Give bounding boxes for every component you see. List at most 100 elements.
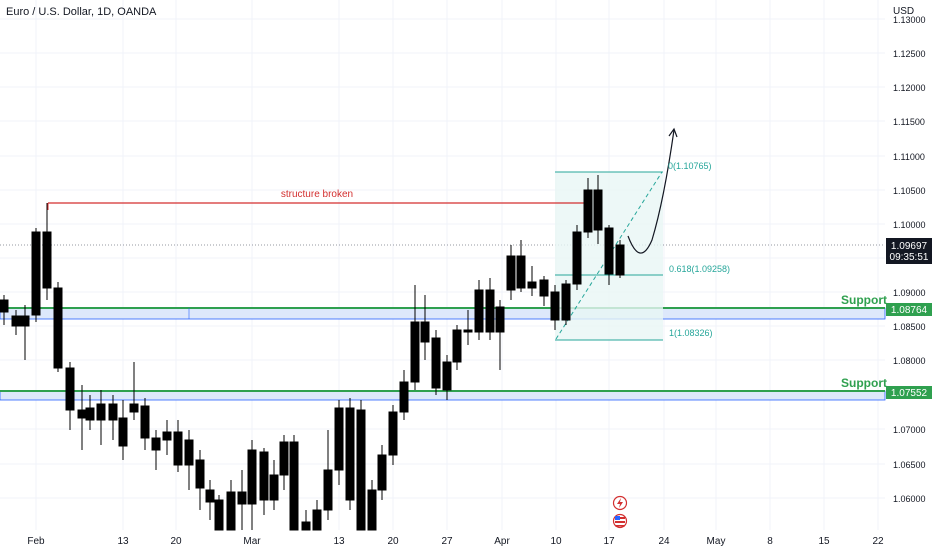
symbol-title[interactable]: Euro / U.S. Dollar, 1D, OANDA bbox=[6, 6, 157, 18]
price-tick: 1.06500 bbox=[893, 460, 926, 470]
candle-body[interactable] bbox=[301, 521, 311, 531]
projection-arrowhead bbox=[668, 127, 678, 138]
candle-body[interactable] bbox=[615, 244, 625, 276]
structure-broken-label: structure broken bbox=[281, 189, 353, 200]
candle-body[interactable] bbox=[377, 454, 387, 491]
fib-618-label: 0.618(1.09258) bbox=[669, 264, 730, 274]
price-tick: 1.13000 bbox=[893, 15, 926, 25]
candle-body[interactable] bbox=[96, 403, 106, 421]
candle-body[interactable] bbox=[399, 381, 409, 413]
candle-body[interactable] bbox=[516, 255, 526, 289]
currency-label: USD bbox=[893, 6, 915, 17]
candle-body[interactable] bbox=[506, 255, 516, 291]
candle-body[interactable] bbox=[572, 231, 582, 285]
price-tick: 1.12500 bbox=[893, 49, 926, 59]
candle-body[interactable] bbox=[463, 329, 473, 333]
fib-1-label: 1(1.08326) bbox=[669, 328, 713, 338]
candle-body[interactable] bbox=[162, 431, 172, 441]
candle-body[interactable] bbox=[312, 509, 322, 531]
candle-body[interactable] bbox=[539, 279, 549, 297]
time-tick: 15 bbox=[818, 536, 830, 547]
price-tick: 1.10500 bbox=[893, 186, 926, 196]
candle-body[interactable] bbox=[452, 329, 462, 363]
price-tick: 1.11500 bbox=[893, 117, 925, 127]
support-zone-upper[interactable] bbox=[0, 307, 886, 320]
candle-body[interactable] bbox=[269, 474, 279, 501]
time-tick: 13 bbox=[333, 536, 345, 547]
candle-body[interactable] bbox=[118, 417, 128, 447]
time-tick: 20 bbox=[387, 536, 399, 547]
candle-body[interactable] bbox=[11, 315, 21, 327]
candle-body[interactable] bbox=[356, 409, 366, 531]
time-tick: Feb bbox=[27, 536, 45, 547]
support-label-upper: Support bbox=[841, 293, 887, 307]
candle-body[interactable] bbox=[345, 407, 355, 501]
time-tick: 10 bbox=[550, 536, 562, 547]
support-price-badge-upper: 1.08764 bbox=[886, 303, 932, 316]
candle-body[interactable] bbox=[289, 441, 299, 531]
candle-body[interactable] bbox=[527, 281, 537, 289]
time-tick: 27 bbox=[441, 536, 453, 547]
candle-body[interactable] bbox=[247, 449, 257, 505]
candles bbox=[0, 175, 625, 531]
candle-body[interactable] bbox=[323, 469, 333, 511]
candle-body[interactable] bbox=[173, 431, 183, 466]
support-zone-lower[interactable] bbox=[0, 390, 886, 401]
candle-body[interactable] bbox=[561, 283, 571, 321]
candle-body[interactable] bbox=[550, 291, 560, 321]
candle-body[interactable] bbox=[77, 409, 87, 419]
candle-body[interactable] bbox=[42, 231, 52, 289]
price-tick: 1.10000 bbox=[893, 220, 926, 230]
candle-body[interactable] bbox=[129, 403, 139, 413]
price-tick: 1.06000 bbox=[893, 494, 926, 504]
price-tick: 1.08000 bbox=[893, 356, 926, 366]
candle-body[interactable] bbox=[485, 289, 495, 333]
time-tick: Mar bbox=[243, 536, 261, 547]
candle-body[interactable] bbox=[431, 337, 441, 389]
candle-body[interactable] bbox=[108, 403, 118, 421]
price-tick: 1.09000 bbox=[893, 288, 926, 298]
candle-body[interactable] bbox=[237, 491, 247, 505]
candle-body[interactable] bbox=[420, 321, 430, 343]
time-tick: Apr bbox=[494, 536, 510, 547]
candle-body[interactable] bbox=[140, 405, 150, 439]
candle-body[interactable] bbox=[279, 441, 289, 476]
candle-body[interactable] bbox=[65, 367, 75, 411]
us-flag-event-icon[interactable] bbox=[612, 513, 628, 529]
lightning-event-icon[interactable] bbox=[612, 495, 628, 511]
price-tick: 1.11000 bbox=[893, 152, 925, 162]
time-axis: Feb 13 20 Mar 13 20 27 Apr 10 17 24 May 8 15 22 bbox=[27, 536, 884, 547]
candle-body[interactable] bbox=[184, 439, 194, 466]
svg-text:1.08764: 1.08764 bbox=[891, 305, 928, 316]
candle-body[interactable] bbox=[151, 437, 161, 451]
candle-body[interactable] bbox=[388, 411, 398, 456]
candle-body[interactable] bbox=[195, 459, 205, 489]
candle-body[interactable] bbox=[334, 407, 344, 471]
candle-body[interactable] bbox=[214, 499, 224, 531]
candle-body[interactable] bbox=[53, 287, 63, 369]
candle-body[interactable] bbox=[495, 306, 505, 333]
time-tick: 8 bbox=[767, 536, 773, 547]
time-tick: 17 bbox=[603, 536, 615, 547]
candle-body[interactable] bbox=[604, 227, 614, 275]
fib-0-label: 0(1.10765) bbox=[668, 161, 712, 171]
candle-body[interactable] bbox=[20, 315, 30, 327]
candle-body[interactable] bbox=[205, 489, 215, 503]
time-tick: 22 bbox=[872, 536, 884, 547]
candle-body[interactable] bbox=[474, 289, 484, 333]
projection-arrow[interactable] bbox=[627, 129, 675, 254]
candle-body[interactable] bbox=[259, 451, 269, 501]
candle-body[interactable] bbox=[410, 321, 420, 383]
time-tick: May bbox=[707, 536, 726, 547]
candle-body[interactable] bbox=[31, 231, 41, 316]
candle-body[interactable] bbox=[593, 189, 603, 231]
price-tick: 1.12000 bbox=[893, 83, 926, 93]
candle-body[interactable] bbox=[85, 407, 95, 421]
candle-body[interactable] bbox=[442, 361, 452, 391]
candle-body[interactable] bbox=[226, 491, 236, 531]
support-label-lower: Support bbox=[841, 376, 887, 390]
candle-body[interactable] bbox=[367, 489, 377, 531]
candle-body[interactable] bbox=[583, 189, 593, 233]
candle-body[interactable] bbox=[0, 299, 9, 313]
